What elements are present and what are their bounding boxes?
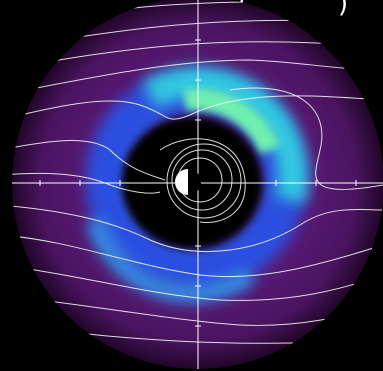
title-fragment: ): [338, 0, 348, 19]
page: {"header": {"title_fragments": ["(", ")"…: [0, 0, 383, 371]
polar-plot: ( ): [0, 0, 383, 371]
